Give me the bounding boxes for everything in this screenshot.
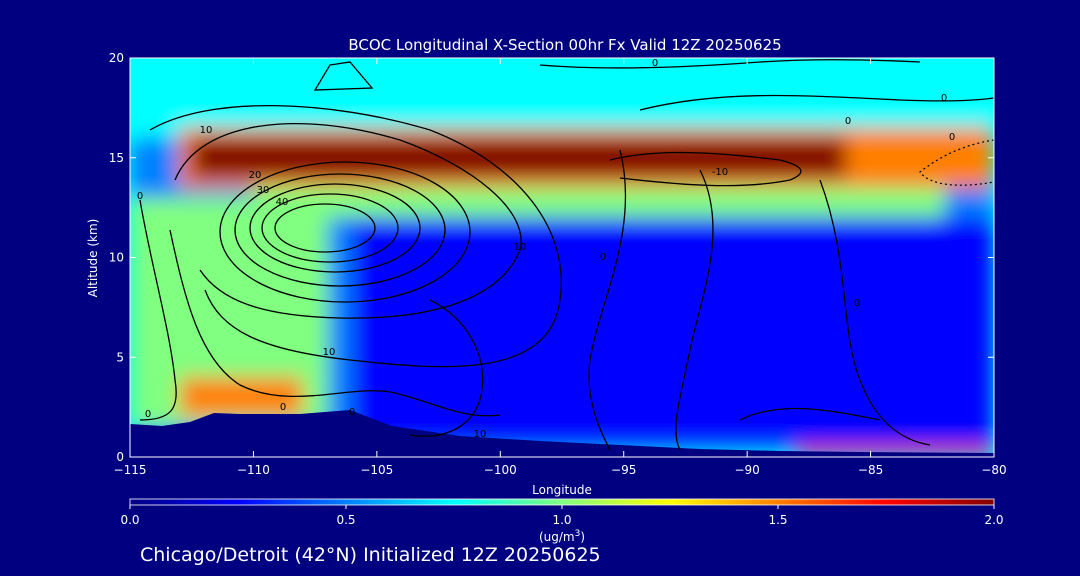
colorbar-tick-label: 1.0 — [552, 513, 571, 527]
contour-labels: 0 10 20 30 40 10 10 10 0 0 0 -10 0 0 0 0 0 0 — [137, 58, 955, 440]
x-tick-label: −95 — [611, 463, 636, 477]
contour-label: 10 — [514, 242, 527, 253]
colorbar-tick-label: 0.5 — [336, 513, 355, 527]
colorbar — [130, 499, 994, 505]
field-band — [253, 187, 945, 218]
plot-area: 0 10 20 30 40 10 10 10 0 0 0 -10 0 0 0 0 0 0 — [130, 58, 994, 457]
contour-line — [219, 161, 471, 303]
contour-line — [739, 407, 881, 421]
x-tick-label: −105 — [360, 463, 393, 477]
axis-ticks: −115 −110 −105 −100 −95 −90 −85 −80 0 5 10 15 20 — [109, 51, 1007, 477]
x-tick-label: −80 — [981, 463, 1006, 477]
contour-label: 0 — [652, 58, 658, 69]
contour-label: 0 — [145, 409, 151, 420]
contour-line — [261, 193, 399, 263]
contour-line — [139, 199, 177, 421]
contour-line — [274, 203, 376, 253]
contour-line — [675, 169, 714, 451]
field-band — [352, 217, 994, 446]
y-tick-label: 10 — [109, 251, 124, 265]
contour-line — [234, 173, 446, 287]
concentration-field — [130, 58, 994, 457]
contour-label: 0 — [600, 252, 606, 263]
contour-label: 40 — [276, 197, 289, 208]
contour-line — [819, 179, 931, 446]
contour-line — [409, 299, 484, 437]
contour-line — [609, 151, 802, 187]
contour-line — [249, 183, 421, 273]
contour-line — [149, 104, 562, 368]
colorbar-tick-label: 2.0 — [984, 513, 1003, 527]
contour-label: 20 — [249, 170, 262, 181]
x-tick-label: −115 — [114, 463, 147, 477]
field-band — [796, 447, 994, 457]
contour-label: 0 — [949, 132, 955, 143]
contour-label: 0 — [280, 402, 286, 413]
contour-line — [588, 149, 627, 451]
y-axis-label: Altitude (km) — [86, 219, 100, 298]
x-tick-label: −90 — [734, 463, 759, 477]
x-tick-label: −110 — [237, 463, 270, 477]
terrain — [130, 410, 994, 457]
contour-label: 30 — [257, 185, 270, 196]
contour-label: 0 — [349, 407, 355, 418]
field-band — [191, 137, 846, 178]
contour-label: 10 — [200, 125, 213, 136]
x-tick-label: −100 — [484, 463, 517, 477]
contour-label: 10 — [474, 429, 487, 440]
contour-label: -10 — [712, 167, 728, 178]
contour-line — [313, 61, 374, 91]
contour-line — [639, 94, 994, 111]
footer-caption: Chicago/Detroit (42°N) Initialized 12Z 2… — [140, 544, 601, 566]
contour-line — [174, 122, 522, 319]
contour-line — [539, 59, 921, 69]
colorbar-ticks: 0.0 0.5 1.0 1.5 2.0 — [120, 505, 1004, 527]
contour-label: 0 — [137, 191, 143, 202]
contour-lines — [139, 59, 994, 451]
contour-label: 0 — [845, 116, 851, 127]
y-tick-label: 15 — [109, 151, 124, 165]
y-tick-label: 20 — [109, 51, 124, 65]
colorbar-tick-label: 0.0 — [120, 513, 139, 527]
x-axis-label: Longitude — [532, 483, 592, 497]
contour-label: 0 — [941, 93, 947, 104]
field-band — [179, 377, 303, 418]
contour-label: 10 — [323, 347, 336, 358]
y-tick-label: 5 — [116, 350, 124, 364]
x-tick-label: −85 — [858, 463, 883, 477]
colorbar-units: (ug/m3) — [539, 529, 585, 544]
contour-label: 0 — [854, 298, 860, 309]
colorbar-tick-label: 1.5 — [768, 513, 787, 527]
contour-line-negative — [919, 139, 994, 186]
y-tick-label: 0 — [116, 450, 124, 464]
chart-title: BCOC Longitudinal X-Section 00hr Fx Vali… — [348, 36, 781, 54]
contour-line — [169, 229, 501, 417]
